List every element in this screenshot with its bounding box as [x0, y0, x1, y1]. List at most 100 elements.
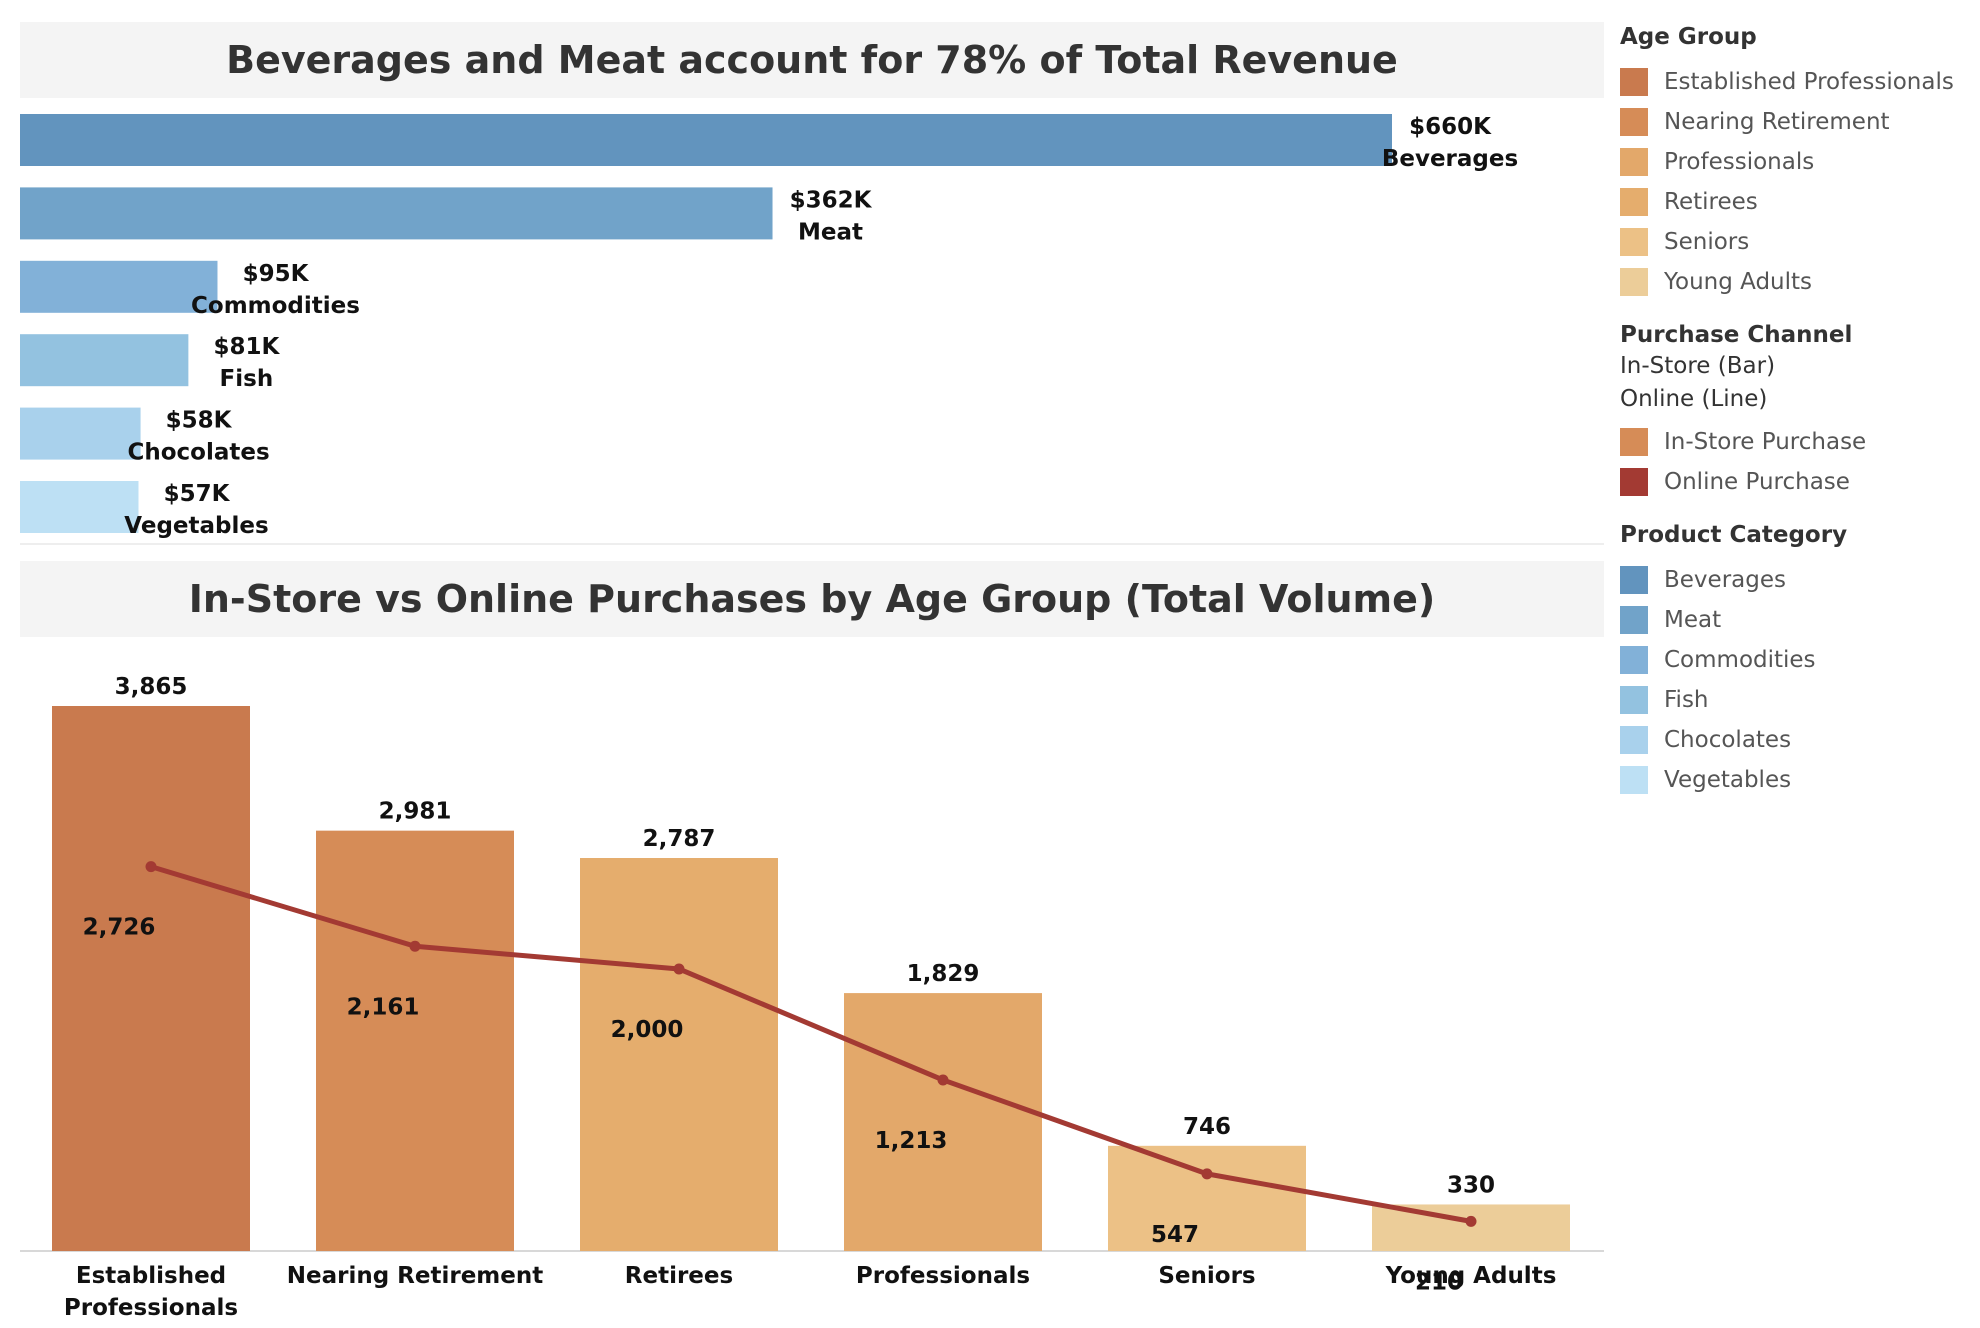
legend-label: Meat — [1664, 607, 1722, 633]
revenue-bar-fish — [20, 334, 189, 387]
legend-label: Fish — [1664, 687, 1709, 713]
legend-swatch — [1620, 228, 1648, 256]
legend-label: Vegetables — [1664, 767, 1792, 793]
revenue-bar-meat — [20, 187, 773, 240]
legend-swatch — [1620, 108, 1648, 136]
legend-swatch — [1620, 468, 1648, 496]
legend-purchase-channel-sub-bar: In-Store (Bar) — [1620, 353, 1776, 379]
online-value-label: 1,213 — [875, 1128, 948, 1154]
charts-canvas: $660K Beverages $362K Meat $95K Commodities $8… — [20, 114, 1604, 1321]
legend-swatch — [1620, 148, 1648, 176]
instore-bar-established-professionals — [52, 706, 250, 1251]
legend-item-nearing-retirement[interactable]: Nearing Retirement — [1620, 102, 1980, 142]
legend-item-established-professionals[interactable]: Established Professionals — [1620, 62, 1980, 102]
instore-value-label: 2,787 — [643, 826, 716, 852]
instore-value-label: 1,829 — [907, 961, 980, 987]
revenue-category-label: Fish — [220, 366, 274, 392]
legend-age-group-title: Age Group — [1620, 24, 1757, 50]
revenue-value-label: $58K — [166, 408, 233, 434]
revenue-bars: $660K Beverages $362K Meat $95K Commodities $8… — [20, 114, 1518, 539]
legend-label: Nearing Retirement — [1664, 109, 1890, 135]
legend-label: In-Store Purchase — [1664, 429, 1867, 455]
legend-purchase-channel-items: In-Store Purchase Online Purchase — [1620, 422, 1980, 502]
legend-label: Seniors — [1664, 229, 1750, 255]
revenue-value-label: $660K — [1409, 114, 1492, 140]
revenue-value-label: $57K — [164, 481, 231, 507]
legend-item-retirees[interactable]: Retirees — [1620, 182, 1980, 222]
age-group-axis-labels: Established Professionals Nearing Retireme… — [64, 1263, 1556, 1321]
legend-label: Professionals — [1664, 149, 1815, 175]
legend-age-group-items: Established Professionals Nearing Retirem… — [1620, 62, 1980, 302]
online-value-label: 547 — [1151, 1222, 1199, 1248]
age-group-label: Nearing Retirement — [287, 1263, 544, 1289]
legend-swatch — [1620, 726, 1648, 754]
legend-item-fish[interactable]: Fish — [1620, 680, 1980, 720]
legend-item-professionals[interactable]: Professionals — [1620, 142, 1980, 182]
revenue-bar-beverages — [20, 114, 1392, 166]
online-point — [145, 861, 157, 873]
legend-swatch — [1620, 606, 1648, 634]
instore-bars: 3,865 2,981 2,787 1,829 746 330 — [52, 674, 1570, 1251]
age-group-label: Seniors — [1158, 1263, 1255, 1289]
legend-label: Beverages — [1664, 567, 1786, 593]
legend-label: Retirees — [1664, 189, 1758, 215]
online-value-label: 2,000 — [611, 1017, 684, 1043]
purchases-chart-title: In-Store vs Online Purchases by Age Grou… — [20, 561, 1604, 637]
legend-label: Young Adults — [1664, 269, 1813, 295]
legend-label: Commodities — [1664, 647, 1816, 673]
legend-purchase-channel: Purchase Channel In-Store (Bar) Online (… — [1620, 320, 1980, 502]
legend-product-category-title: Product Category — [1620, 522, 1848, 548]
legend-product-category: Product Category Beverages Meat Commoditie… — [1620, 520, 1980, 800]
instore-bar-retirees — [580, 858, 778, 1251]
instore-bar-nearing-retirement — [316, 830, 514, 1251]
revenue-value-label: $362K — [790, 187, 873, 213]
legend-swatch — [1620, 766, 1648, 794]
revenue-category-label: Beverages — [1382, 146, 1518, 172]
revenue-bar-chocolates — [20, 407, 141, 460]
revenue-value-label: $81K — [213, 334, 280, 360]
legend-swatch — [1620, 686, 1648, 714]
instore-bar-seniors — [1108, 1145, 1306, 1251]
legend-panel: Age Group Established Professionals Neari… — [1620, 22, 1980, 818]
legend-item-commodities[interactable]: Commodities — [1620, 640, 1980, 680]
instore-value-label: 746 — [1183, 1114, 1231, 1140]
online-point — [1201, 1168, 1213, 1180]
revenue-value-label: $95K — [243, 261, 310, 287]
legend-purchase-channel-title: Purchase Channel — [1620, 322, 1853, 348]
legend-item-seniors[interactable]: Seniors — [1620, 222, 1980, 262]
legend-purchase-channel-sub-line: Online (Line) — [1620, 386, 1768, 412]
instore-bar-professionals — [844, 993, 1042, 1251]
age-group-label: Professionals — [64, 1295, 238, 1321]
legend-swatch — [1620, 268, 1648, 296]
age-group-label: Professionals — [856, 1263, 1030, 1289]
age-group-label: Retirees — [625, 1263, 733, 1289]
legend-item-online-purchase[interactable]: Online Purchase — [1620, 462, 1980, 502]
instore-value-label: 330 — [1447, 1172, 1495, 1198]
legend-item-meat[interactable]: Meat — [1620, 600, 1980, 640]
legend-item-young-adults[interactable]: Young Adults — [1620, 262, 1980, 302]
revenue-category-label: Vegetables — [124, 513, 268, 539]
legend-label: Chocolates — [1664, 727, 1792, 753]
revenue-bar-commodities — [20, 260, 218, 313]
legend-item-chocolates[interactable]: Chocolates — [1620, 720, 1980, 760]
online-point — [937, 1074, 949, 1086]
legend-item-vegetables[interactable]: Vegetables — [1620, 760, 1980, 800]
revenue-bar-vegetables — [20, 481, 139, 533]
online-value-label: 2,161 — [347, 994, 420, 1020]
online-point — [409, 940, 421, 952]
online-line: 2,726 2,161 2,000 1,213 547 210 — [83, 861, 1477, 1295]
revenue-category-label: Commodities — [191, 293, 360, 319]
online-value-label: 210 — [1415, 1269, 1463, 1295]
legend-product-category-items: Beverages Meat Commodities Fish Chocolates Ve… — [1620, 560, 1980, 800]
age-group-label: Established — [76, 1263, 226, 1289]
online-value-label: 2,726 — [83, 915, 156, 941]
age-group-label: Young Adults — [1385, 1263, 1557, 1289]
revenue-category-label: Chocolates — [127, 440, 269, 466]
legend-item-in-store-purchase[interactable]: In-Store Purchase — [1620, 422, 1980, 462]
legend-swatch — [1620, 68, 1648, 96]
online-point — [1465, 1215, 1477, 1227]
instore-value-label: 3,865 — [115, 674, 188, 700]
legend-item-beverages[interactable]: Beverages — [1620, 560, 1980, 600]
instore-value-label: 2,981 — [379, 799, 452, 825]
legend-age-group: Age Group Established Professionals Neari… — [1620, 22, 1980, 302]
